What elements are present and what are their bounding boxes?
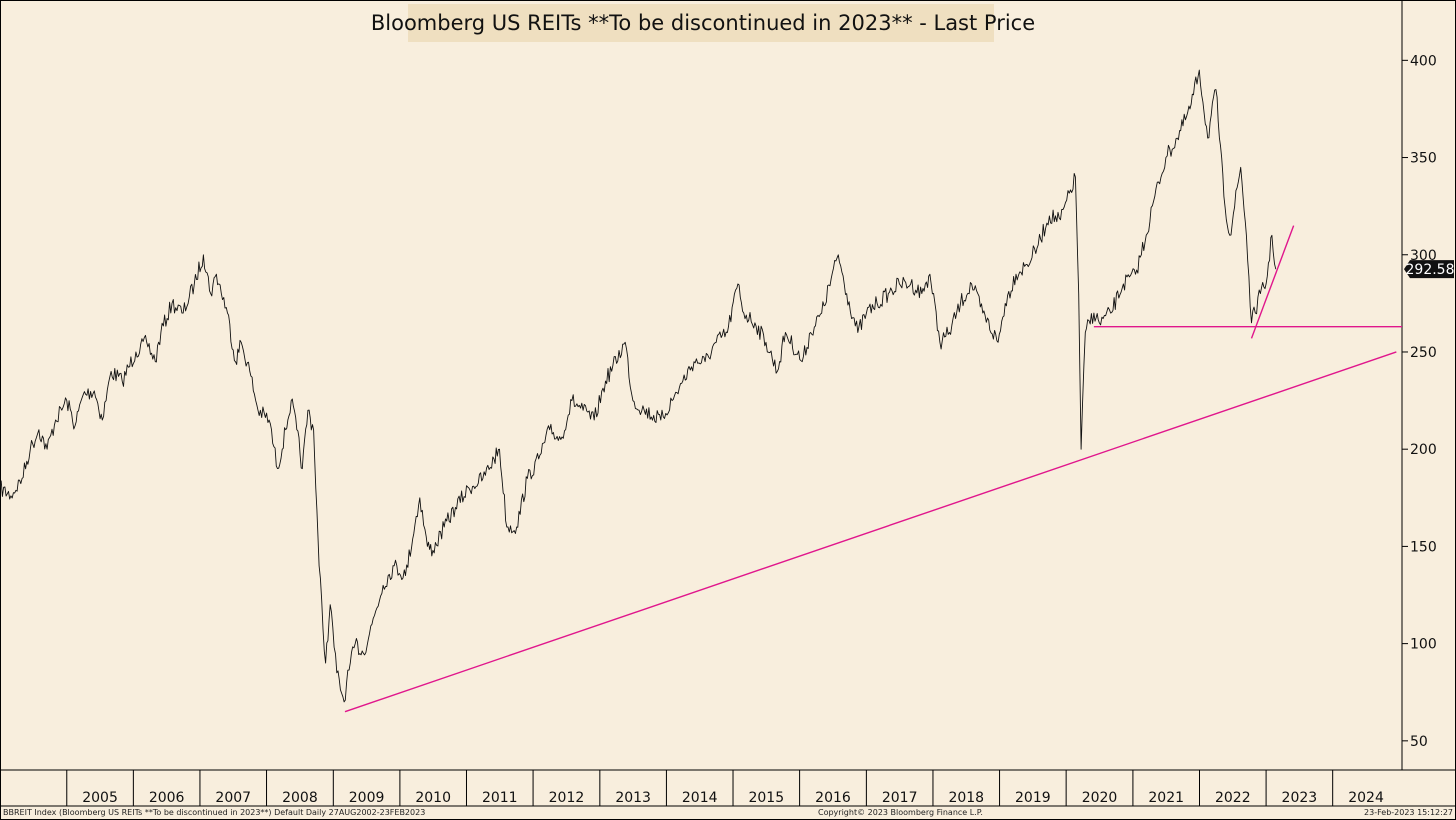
chart-title-box: Bloomberg US REITs **To be discontinued …: [371, 4, 1035, 42]
price-series-line: [0, 69, 1277, 703]
footer-copyright: Copyright© 2023 Bloomberg Finance L.P.: [818, 808, 983, 817]
footer-index-info: BBREIT Index (Bloomberg US REITs **To be…: [3, 808, 426, 817]
x-tick-label: 2010: [415, 790, 451, 806]
y-tick-label: 200: [1410, 442, 1437, 458]
y-tick-label: 300: [1410, 248, 1437, 264]
x-tick-label: 2011: [482, 790, 518, 806]
x-tick-label: 2021: [1148, 790, 1184, 806]
trend-line: [344, 351, 1397, 713]
x-tick-label: 2016: [815, 790, 851, 806]
y-tick-label: 100: [1410, 637, 1437, 653]
x-tick-label: 2005: [82, 790, 118, 806]
x-tick-label: 2009: [349, 790, 385, 806]
x-tick-label: 2015: [748, 790, 784, 806]
x-tick-label: 2014: [682, 790, 718, 806]
footer-timestamp: 23-Feb-2023 15:12:27: [1364, 808, 1453, 817]
chart-title: Bloomberg US REITs **To be discontinued …: [370, 11, 1036, 35]
y-tick-label: 400: [1410, 53, 1437, 69]
x-tick-label: 2007: [215, 790, 251, 806]
y-tick-label: 250: [1410, 345, 1437, 361]
x-tick-label: 2020: [1082, 790, 1118, 806]
x-tick-label: 2006: [149, 790, 185, 806]
y-tick-label: 350: [1410, 151, 1437, 167]
y-tick-label: 50: [1410, 734, 1428, 750]
x-tick-label: 2019: [1015, 790, 1051, 806]
x-tick-label: 2008: [282, 790, 318, 806]
trend-line: [1250, 225, 1295, 339]
y-tick-label: 150: [1410, 539, 1437, 555]
last-price-tag: [1404, 260, 1454, 279]
x-tick-label: 2023: [1282, 790, 1318, 806]
x-tick-label: 2018: [948, 790, 984, 806]
x-tick-label: 2024: [1348, 790, 1384, 806]
x-tick-label: 2022: [1215, 790, 1251, 806]
x-tick-label: 2017: [882, 790, 918, 806]
x-tick-label: 2012: [549, 790, 585, 806]
x-tick-label: 2013: [615, 790, 651, 806]
last-price-label: 292.58: [1406, 262, 1455, 278]
